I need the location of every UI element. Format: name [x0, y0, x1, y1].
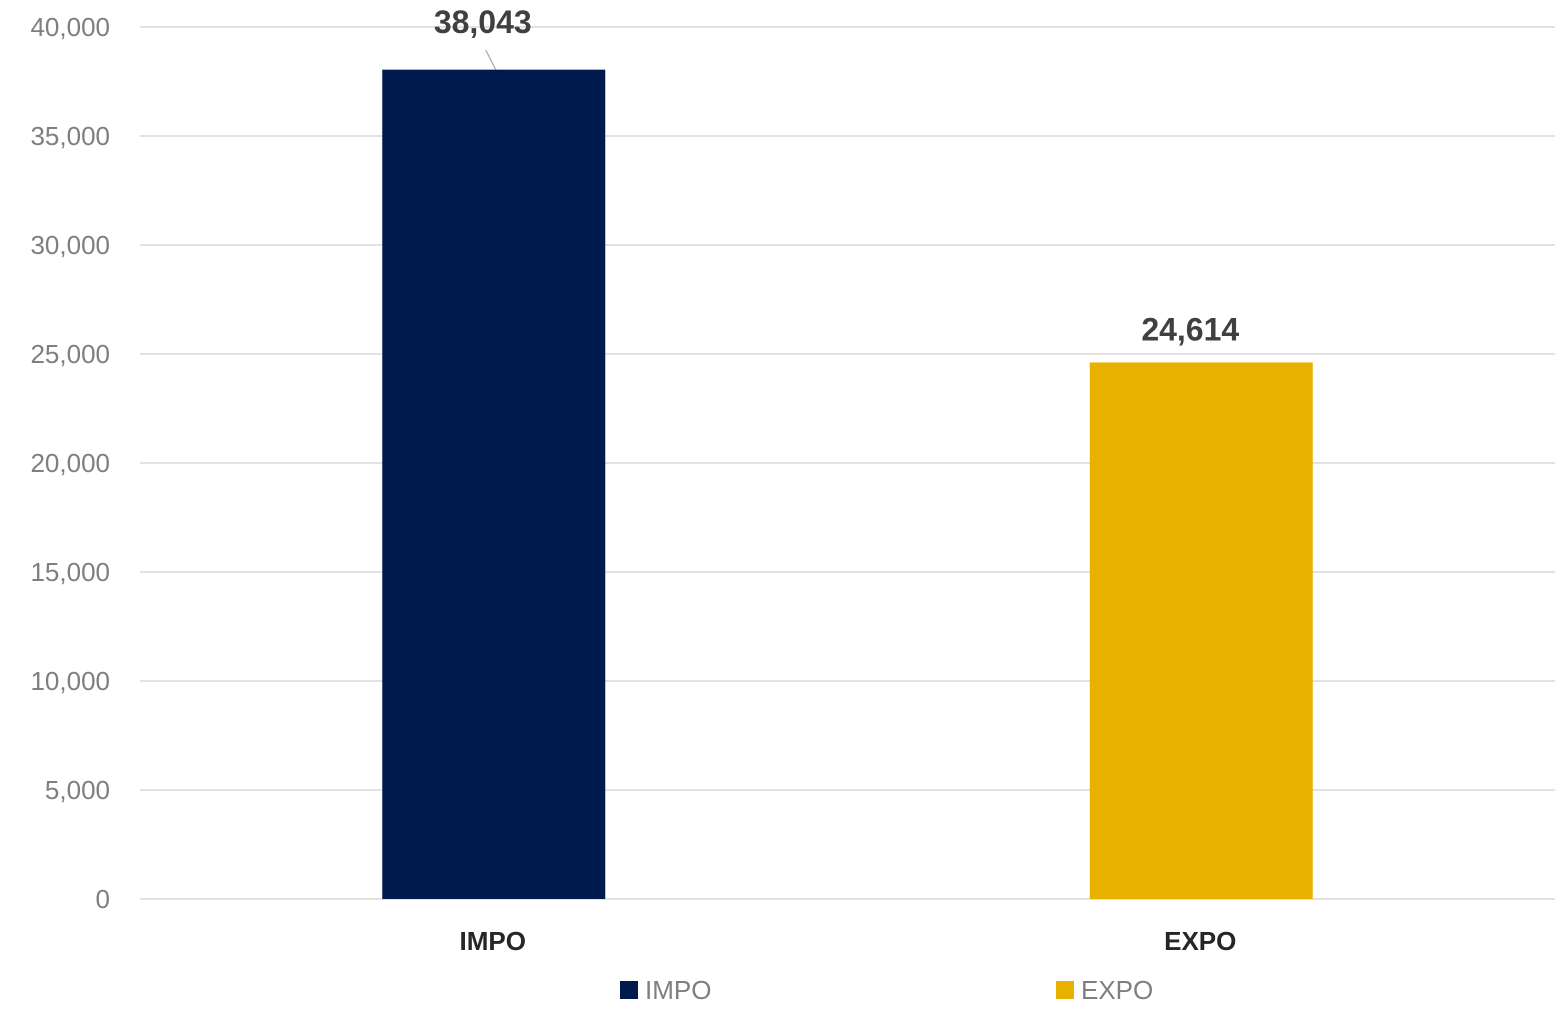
legend: IMPO EXPO [620, 975, 1153, 1005]
legend-label-expo: EXPO [1081, 975, 1153, 1005]
x-axis-category-labels: IMPO EXPO [460, 926, 1237, 956]
legend-swatch-impo [620, 981, 638, 999]
data-labels: 38,043 24,614 [434, 4, 1240, 347]
gridlines [140, 26, 1555, 900]
leader-line [485, 49, 497, 70]
y-tick-label: 10,000 [30, 666, 110, 696]
legend-label-impo: IMPO [645, 975, 711, 1005]
y-tick-label: 40,000 [30, 12, 110, 42]
y-tick-label: 25,000 [30, 339, 110, 369]
y-tick-label: 35,000 [30, 121, 110, 151]
y-tick-label: 5,000 [45, 775, 110, 805]
y-tick-label: 15,000 [30, 557, 110, 587]
bar-expo [1089, 362, 1313, 899]
legend-swatch-expo [1056, 981, 1074, 999]
y-tick-label: 20,000 [30, 448, 110, 478]
bars [382, 69, 1313, 899]
x-tick-label: IMPO [460, 926, 526, 956]
data-label-impo: 38,043 [434, 4, 532, 40]
y-tick-label: 0 [96, 884, 110, 914]
bar-impo [382, 69, 606, 899]
y-tick-label: 30,000 [30, 230, 110, 260]
data-label-expo: 24,614 [1141, 311, 1239, 347]
y-axis-tick-labels: 0 5,000 10,000 15,000 20,000 25,000 30,000 35,0… [30, 12, 110, 914]
x-tick-label: EXPO [1164, 926, 1236, 956]
